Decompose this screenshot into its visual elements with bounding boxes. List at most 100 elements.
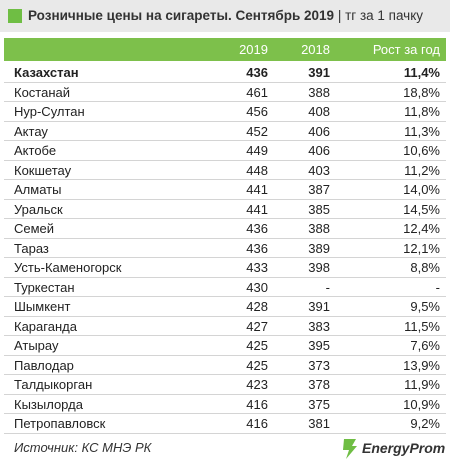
row-label: Шымкент [14, 299, 71, 314]
cell: 436 [246, 221, 268, 236]
cell: 18,8% [403, 84, 440, 100]
table-row: Туркестан 430 - - [4, 278, 446, 297]
cell: 391 [308, 65, 330, 80]
cell: 11,9% [404, 377, 440, 392]
cell: 11,8% [404, 104, 440, 119]
row-label: Усть-Каменогорск [14, 260, 122, 275]
cell: 14,5% [403, 201, 440, 217]
logo-text: EnergyProm [362, 440, 446, 456]
table-row: Нур-Султан 456 408 11,8% [4, 102, 446, 122]
title-bar: Розничные цены на сигареты. Сентябрь 201… [0, 0, 450, 32]
cell: 425 [246, 357, 268, 373]
table-row: Караганда 427 383 11,5% [4, 317, 446, 336]
cell: 456 [246, 104, 268, 119]
table-row: Шымкент 428 391 9,5% [4, 297, 446, 317]
row-label: Семей [14, 221, 55, 236]
title-unit: | тг за 1 пачку [337, 8, 424, 23]
title-main: Розничные цены на сигареты. Сентябрь 201… [28, 8, 335, 23]
cell: 403 [308, 162, 330, 178]
table-row: Актау 452 406 11,3% [4, 122, 446, 141]
row-label: Тараз [14, 240, 49, 256]
cell: 416 [246, 416, 268, 431]
table-row: Костанай 461 388 18,8% [4, 83, 446, 102]
cell: 388 [308, 221, 330, 236]
cell: 398 [308, 260, 330, 275]
cell: 428 [246, 299, 268, 314]
cell: 408 [308, 104, 330, 119]
column-header: 2018 [301, 42, 330, 57]
cell: 387 [308, 182, 330, 197]
cell: 448 [246, 162, 268, 178]
title-icon [8, 9, 22, 23]
row-label: Атырау [14, 338, 59, 353]
cell: 406 [308, 143, 330, 158]
cell: 14,0% [403, 182, 440, 197]
cell: 389 [308, 240, 330, 256]
cell: 441 [246, 201, 268, 217]
cell: 385 [308, 201, 330, 217]
cell: 13,9% [403, 357, 440, 373]
cell: 11,4% [403, 65, 440, 80]
logo-icon [343, 439, 357, 459]
cell: 10,9% [403, 396, 440, 412]
table-row: Усть-Каменогорск 433 398 8,8% [4, 258, 446, 278]
cell: 423 [246, 377, 268, 392]
row-label: Туркестан [14, 279, 75, 295]
cell: 378 [308, 377, 330, 392]
table-row: Тараз 436 389 12,1% [4, 239, 446, 258]
table-row: Уральск 441 385 14,5% [4, 200, 446, 219]
cell: 10,6% [403, 143, 440, 158]
cell: 7,6% [410, 338, 440, 353]
cell: 9,2% [410, 416, 440, 431]
row-label: Талдыкорган [14, 377, 93, 392]
table-row: Кокшетау 448 403 11,2% [4, 161, 446, 180]
table-row: Алматы 441 387 14,0% [4, 180, 446, 200]
cell: 436 [246, 240, 268, 256]
cell: 395 [308, 338, 330, 353]
row-label: Актау [14, 123, 48, 139]
cell: 430 [246, 279, 268, 295]
cell: 11,2% [404, 162, 440, 178]
cell: 383 [308, 318, 330, 334]
row-label: Костанай [14, 84, 71, 100]
row-label: Кокшетау [14, 162, 72, 178]
cell: 11,3% [404, 123, 440, 139]
cell: 416 [246, 396, 268, 412]
cell: 433 [246, 260, 268, 275]
row-label: Нур-Султан [14, 104, 85, 119]
cell: 425 [246, 338, 268, 353]
cell: 375 [308, 396, 330, 412]
table-row: Атырау 425 395 7,6% [4, 336, 446, 356]
table-row: Талдыкорган 423 378 11,9% [4, 375, 446, 395]
cell: 381 [308, 416, 330, 431]
row-label: Петропавловск [14, 416, 106, 431]
cell: 452 [246, 123, 268, 139]
source: Источник: КС МНЭ РК [14, 440, 152, 455]
column-header: Рост за год [372, 42, 440, 57]
column-header: 2019 [239, 42, 268, 57]
cell: 8,8% [410, 260, 440, 275]
row-label: Уральск [14, 201, 63, 217]
cell: 436 [246, 65, 268, 80]
table-row: Петропавловск 416 381 9,2% [4, 414, 446, 434]
row-label: Казахстан [14, 65, 79, 80]
row-label: Алматы [14, 182, 62, 197]
cell: - [325, 279, 330, 295]
cell: 388 [308, 84, 330, 100]
cell: 9,5% [410, 299, 440, 314]
row-label: Актобе [14, 143, 57, 158]
table-row: Кызылорда 416 375 10,9% [4, 395, 446, 414]
table-row: Павлодар 425 373 13,9% [4, 356, 446, 375]
cell: 12,1% [403, 240, 440, 256]
cell: - [435, 279, 440, 295]
cell: 441 [246, 182, 268, 197]
cell: 449 [246, 143, 268, 158]
cell: 427 [246, 318, 268, 334]
row-label: Павлодар [14, 357, 74, 373]
cell: 406 [308, 123, 330, 139]
cell: 391 [308, 299, 330, 314]
row-label: Кызылорда [14, 396, 83, 412]
title: Розничные цены на сигареты. Сентябрь 201… [28, 8, 423, 23]
cell: 461 [246, 84, 268, 100]
